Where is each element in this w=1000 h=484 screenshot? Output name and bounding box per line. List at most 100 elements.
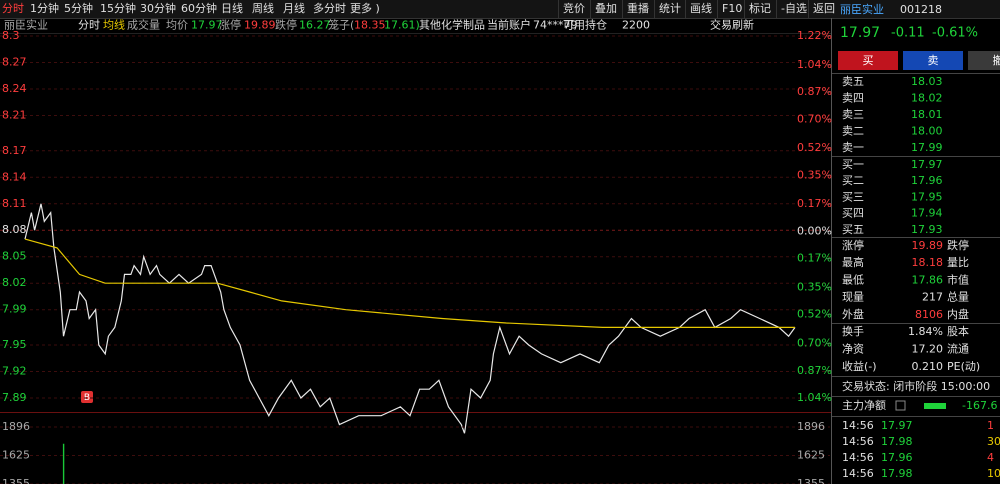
info-name: 丽臣实业 [4,18,48,32]
tab[interactable]: 周线 [252,1,274,15]
info-refresh[interactable]: 交易刷新 [710,18,754,32]
stat-label: 现量 [842,291,864,304]
y2-tick-label: 0.00% [797,224,832,237]
trade-volume: 4 [987,451,994,464]
stat-label: 量比 [947,256,969,269]
stat-label: 换手 [842,324,864,338]
info-down-label: 跌停 [275,18,297,32]
tab[interactable]: 分时 [2,2,24,15]
trade-price: 17.97 [881,419,913,432]
bid-level: 买二 [842,174,864,187]
toolbar-bg [0,0,1000,18]
trade-button-label[interactable]: 买 [863,54,874,67]
bid-level: 买一 [842,158,864,171]
tab[interactable]: 15分钟 [100,1,136,15]
trade-button[interactable] [968,51,1000,70]
y-tick-label: 7.99 [2,303,27,316]
trade-button-label[interactable]: 撤 [993,53,1000,67]
ask-level: 卖五 [842,75,864,88]
y2-tick-label: 0.70% [797,112,832,125]
trade-button-label[interactable]: 卖 [928,54,939,67]
stat-label: 市值 [947,272,969,286]
y-tick-label: 8.02 [2,276,27,289]
tab[interactable]: 月线 [283,1,305,15]
y2-tick-label: 1.22% [797,29,832,42]
stat-value: 1.84% [908,325,943,338]
stat-label: 净资 [842,342,864,356]
stat-label: 流通 [947,342,969,356]
tool-button[interactable]: 标记 [749,1,771,15]
trade-time: 14:56 [842,467,874,480]
tab[interactable]: 60分钟 [181,1,217,15]
ask-level: 卖一 [842,141,864,154]
stat-label: 最高 [842,255,864,269]
tool-button[interactable]: 统计 [659,2,681,15]
info-cage-high: 18.35 [354,19,386,32]
y-tick-label: 8.24 [2,82,27,95]
trade-button[interactable] [838,51,898,70]
trade-price: 17.98 [881,435,913,448]
y2-tick-label: 1.04% [797,391,832,404]
tab[interactable]: 更多 ) [350,1,380,15]
stat-label: 最低 [842,273,864,286]
ask-price: 18.01 [911,108,943,121]
info-avg-label: 均价 [166,19,188,32]
bid-level: 买三 [842,190,864,203]
tool-button[interactable]: 返回 [813,2,835,15]
flow-label: 主力净额 [842,398,886,412]
info-position-label: 可用持仓 [563,18,607,32]
change-pct: -0.61% [932,26,978,41]
ask-price: 18.00 [911,125,943,138]
trade-price: 17.98 [881,467,913,480]
stat-value: 8106 [915,308,943,321]
bid-price: 17.95 [911,190,943,203]
tool-button[interactable]: 叠加 [595,2,617,15]
tool-button[interactable]: 重播 [627,1,649,15]
volume-tick-label: 1625 [797,449,825,462]
y2-tick-label: 0.70% [797,337,832,350]
y-tick-label: 8.14 [2,170,27,183]
tab[interactable]: 多分时 [313,1,346,15]
info-volume: 成交量 [127,18,160,32]
stat-label: 股本 [947,324,969,338]
trade-price: 17.96 [881,451,913,464]
stat-label: 内盘 [947,307,969,321]
stat-value: 17.20 [912,343,944,356]
stat-value: 17.86 [912,273,944,286]
y-tick-label: 8.08 [2,223,27,236]
trade-button[interactable] [903,51,963,70]
tool-button[interactable]: 竞价 [563,1,585,15]
bid-level: 买五 [842,223,864,236]
bid-level: 买四 [842,207,864,220]
stat-label: 外盘 [842,307,864,321]
info-account: 74***79 [533,19,578,32]
y2-tick-label: 0.35% [797,280,832,293]
bid-price: 17.93 [911,223,943,236]
flow-value: -167.6 [962,399,997,412]
y2-tick-label: 1.04% [797,58,832,71]
info-avg: 17.97 [191,19,223,32]
info-mode: 分时 [78,19,100,32]
ask-level: 卖三 [842,108,864,121]
info-cage-low: 17.61) [384,19,420,32]
tab[interactable]: 日线 [221,1,243,15]
tool-button[interactable]: F10 [722,2,742,15]
info-avg-line: 均线 [103,18,125,32]
trade-time: 14:56 [842,435,874,448]
change: -0.11 [891,26,925,41]
tab[interactable]: 5分钟 [64,1,93,15]
last-price: 17.97 [840,25,880,41]
tab[interactable]: 30分钟 [140,1,176,15]
stock-code: 001218 [900,3,942,16]
stat-label: 收益(-) [842,359,877,373]
tab[interactable]: 1分钟 [30,1,59,15]
y-tick-label: 8.05 [2,250,27,263]
volume-bar [62,443,65,484]
trade-volume: 10 [987,467,1000,480]
tool-button[interactable]: 画线 [690,1,712,15]
ask-price: 18.02 [911,92,943,105]
tool-button[interactable]: -自选 [781,2,807,15]
y-tick-label: 8.17 [2,144,27,157]
